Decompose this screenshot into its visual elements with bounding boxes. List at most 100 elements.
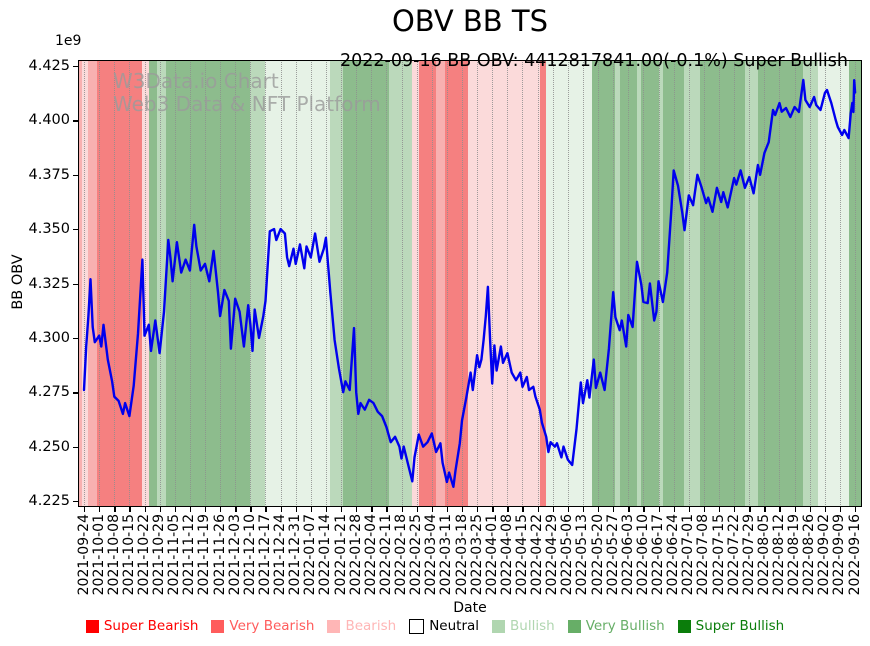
x-gridline: [492, 60, 494, 507]
x-tick-mark: [507, 507, 509, 512]
trend-band-super-bullish: [166, 60, 251, 507]
watermark-line2: Web3 Data & NFT Platform: [113, 92, 381, 116]
x-tick-mark: [446, 507, 449, 512]
x-tick-mark: [310, 507, 313, 512]
x-gridline: [537, 60, 539, 507]
x-tick-mark: [295, 507, 297, 512]
y-tick-mark: [73, 229, 78, 231]
x-tick-mark: [703, 507, 706, 512]
trend-band-very-bullish: [684, 60, 700, 507]
legend-swatch: [677, 619, 691, 633]
x-tick-mark: [598, 507, 600, 512]
trend-band-very-bullish: [744, 60, 758, 507]
trend-band-super-bullish: [343, 60, 389, 507]
y-tick-mark: [73, 446, 78, 448]
x-gridline: [598, 60, 600, 507]
x-gridline: [84, 60, 86, 507]
trend-band-bullish: [546, 60, 592, 507]
x-gridline: [628, 60, 630, 507]
legend-item-super-bullish: Super Bullish: [677, 618, 785, 634]
y-tick-label: 4.350: [28, 221, 70, 238]
x-axis-label: Date: [453, 600, 487, 616]
x-gridline: [250, 60, 252, 507]
legend-label: Bullish: [510, 618, 555, 634]
trend-band-very-bullish: [615, 60, 620, 507]
x-gridline: [295, 60, 297, 507]
x-tick-mark: [280, 507, 282, 512]
legend-swatch: [567, 619, 581, 633]
y-tick-mark: [73, 174, 78, 177]
x-tick-mark: [114, 507, 116, 512]
x-tick-mark: [159, 507, 161, 512]
legend-item-neutral: Neutral: [409, 618, 479, 634]
legend-swatch: [327, 619, 341, 633]
legend-label: Super Bullish: [695, 618, 785, 634]
legend-item-bearish: Bearish: [327, 618, 396, 634]
legend-swatch: [211, 619, 225, 633]
x-gridline: [779, 60, 781, 507]
trend-band-very-bullish: [658, 60, 663, 507]
obv-line: [82, 78, 857, 488]
x-tick-mark: [537, 507, 539, 512]
x-gridline: [325, 60, 327, 507]
x-gridline: [446, 60, 448, 507]
x-tick-mark: [477, 507, 479, 512]
x-tick-mark: [734, 507, 736, 512]
y-tick-mark: [73, 120, 78, 122]
y-tick-mark: [73, 392, 78, 394]
x-tick-mark: [658, 507, 660, 512]
y-tick-mark: [73, 66, 78, 68]
y-tick-label: 4.225: [28, 492, 70, 509]
y-tick-label: 4.425: [28, 58, 70, 75]
trend-band-bullish: [265, 60, 331, 507]
legend-label: Very Bullish: [585, 618, 665, 634]
x-gridline: [794, 60, 796, 507]
x-tick-mark: [386, 507, 388, 512]
trend-band-very-bullish: [803, 60, 819, 507]
x-tick-mark: [855, 507, 857, 512]
x-tick-mark: [628, 507, 630, 512]
trend-band-very-bullish: [388, 60, 413, 507]
trend-band-super-bullish: [148, 60, 158, 507]
x-gridline: [174, 60, 176, 507]
x-gridline: [144, 60, 146, 507]
legend-item-very-bullish: Very Bullish: [567, 618, 665, 634]
x-gridline: [507, 60, 509, 507]
x-gridline: [356, 60, 358, 507]
x-tick-mark: [416, 507, 418, 512]
x-tick-mark: [749, 507, 751, 512]
watermark-line1: W3Data.io Chart: [113, 69, 279, 93]
legend-label: Neutral: [429, 618, 480, 634]
y-tick-label: 4.250: [28, 438, 70, 455]
x-gridline: [582, 60, 584, 507]
x-gridline: [401, 60, 403, 507]
x-gridline: [114, 60, 116, 507]
x-tick-mark: [431, 507, 434, 512]
x-gridline: [462, 60, 463, 507]
y-tick-mark: [73, 337, 78, 340]
x-tick-mark: [371, 507, 373, 512]
watermark: W3Data.io Chart Web3 Data & NFT Platform: [113, 70, 381, 116]
x-tick-mark: [462, 507, 464, 512]
trend-band-super-bearish: [539, 60, 547, 507]
x-gridline: [129, 60, 131, 507]
y-tick-mark: [73, 283, 78, 285]
legend-item-super-bearish: Super Bearish: [85, 618, 198, 634]
y-tick-label: 4.375: [28, 166, 70, 183]
x-tick-mark: [809, 507, 812, 512]
x-gridline: [416, 60, 418, 507]
legend-label: Very Bearish: [229, 618, 315, 634]
x-tick-mark: [129, 507, 131, 512]
x-gridline: [386, 60, 388, 507]
x-tick-mark: [673, 507, 675, 512]
x-tick-mark: [189, 507, 192, 512]
x-gridline: [839, 60, 841, 507]
x-tick-mark: [613, 507, 615, 512]
trend-band-bearish: [142, 60, 149, 507]
x-tick-mark: [688, 507, 691, 512]
x-gridline: [703, 60, 705, 507]
x-gridline: [159, 60, 161, 507]
x-gridline: [477, 60, 479, 507]
